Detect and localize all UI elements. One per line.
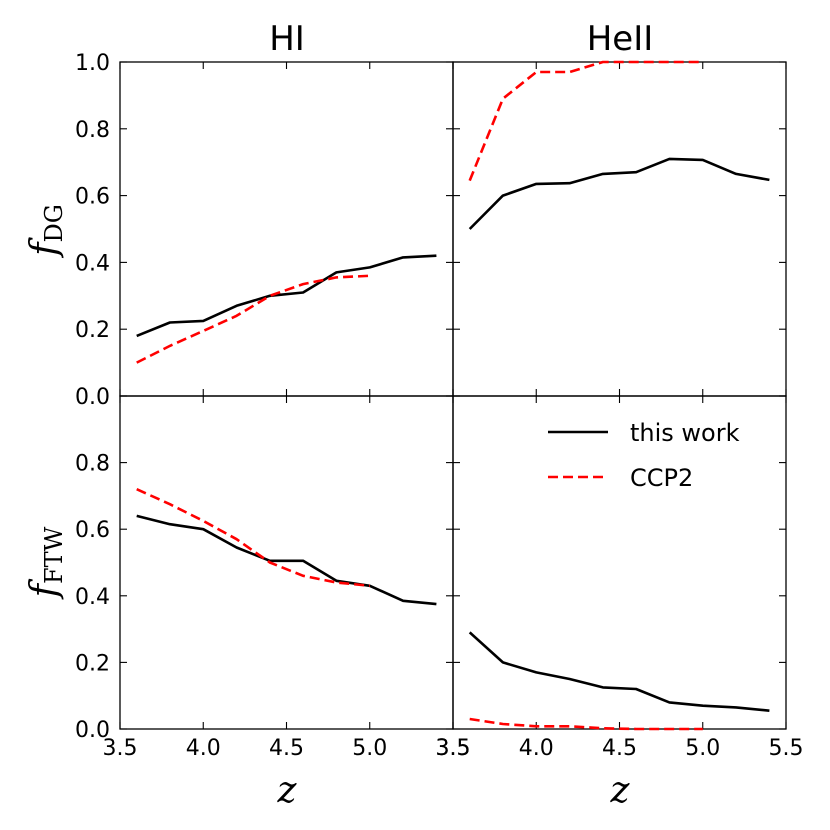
xtick-label-right-1: 4.0 [519,736,554,761]
legend: this work CCP2 [548,419,740,492]
series-line-this-work-hi-dg [136,254,437,338]
series-line-ccp2-hi-dg [136,274,370,364]
x-tick-labels: 3.5 4.0 4.5 5.0 3.53.5 4.0 4.5 5.0 5.5 [103,736,804,761]
series-line-this-work-heii-dg [468,157,770,230]
title-heii: HeII [587,19,654,59]
xtick-label-left-2: 4.5 [269,736,304,761]
ytick-label-bottom-0: 0.0 [75,718,110,743]
xtick-label-right-3: 5.0 [685,736,720,761]
series-line-ccp2-hi-ftw [136,488,370,588]
ylabel-top-sub: DG [40,204,68,242]
ylabel-bottom-sub: FTW [40,526,68,584]
series-line-ccp2-heii-dg [468,60,703,182]
legend-label-this-work: this work [630,419,740,447]
panel-hi-dg [119,61,454,397]
title-hi: HI [269,19,305,59]
xtick-label-left-4: 3.5 [436,736,471,761]
xtick-label-right-0: 3.5 [436,736,471,761]
xlabel-left: z [277,770,298,811]
series-line-this-work-hi-ftw [136,514,437,606]
ytick-label-top-5: 1.0 [75,51,110,76]
ytick-label-bottom-1: 0.2 [75,651,110,676]
series-line-ccp2-heii-ftw [469,717,703,731]
ytick-label-top-3: 0.6 [75,185,110,210]
frame-heii-dg [452,61,787,397]
ytick-label-bottom-3: 0.6 [75,518,110,543]
xtick-label-right-2: 4.5 [602,736,637,761]
ylabel-bottom: fFTW [24,526,68,600]
ytick-label-top-1: 0.2 [75,318,110,343]
xtick-label-left-1: 4.0 [186,736,221,761]
panel-hi-ftw [119,395,454,730]
ylabel-top: fDG [24,204,68,259]
ytick-label-bottom-2: 0.4 [75,585,110,610]
frame-hi-ftw [119,395,454,730]
panel-heii-ftw [452,395,787,731]
ytick-label-top-0: 0.0 [75,385,110,410]
ytick-label-bottom-4: 0.8 [75,452,110,477]
xtick-label-left-0: 3.5 [103,736,138,761]
xlabel-right: z [610,770,631,811]
xtick-label-left-3: 5.0 [352,736,387,761]
panel-heii-dg [452,60,787,397]
ytick-label-top-2: 0.4 [75,251,110,276]
ytick-label-top-4: 0.8 [75,118,110,143]
xtick-label-right-4: 5.5 [769,736,804,761]
y-tick-labels: 0.0 0.2 0.4 0.6 0.8 1.0 0.0 0.2 0.4 0.6 0.8 [75,51,110,743]
legend-label-ccp2: CCP2 [630,464,693,492]
series-line-this-work-heii-ftw [468,631,770,712]
